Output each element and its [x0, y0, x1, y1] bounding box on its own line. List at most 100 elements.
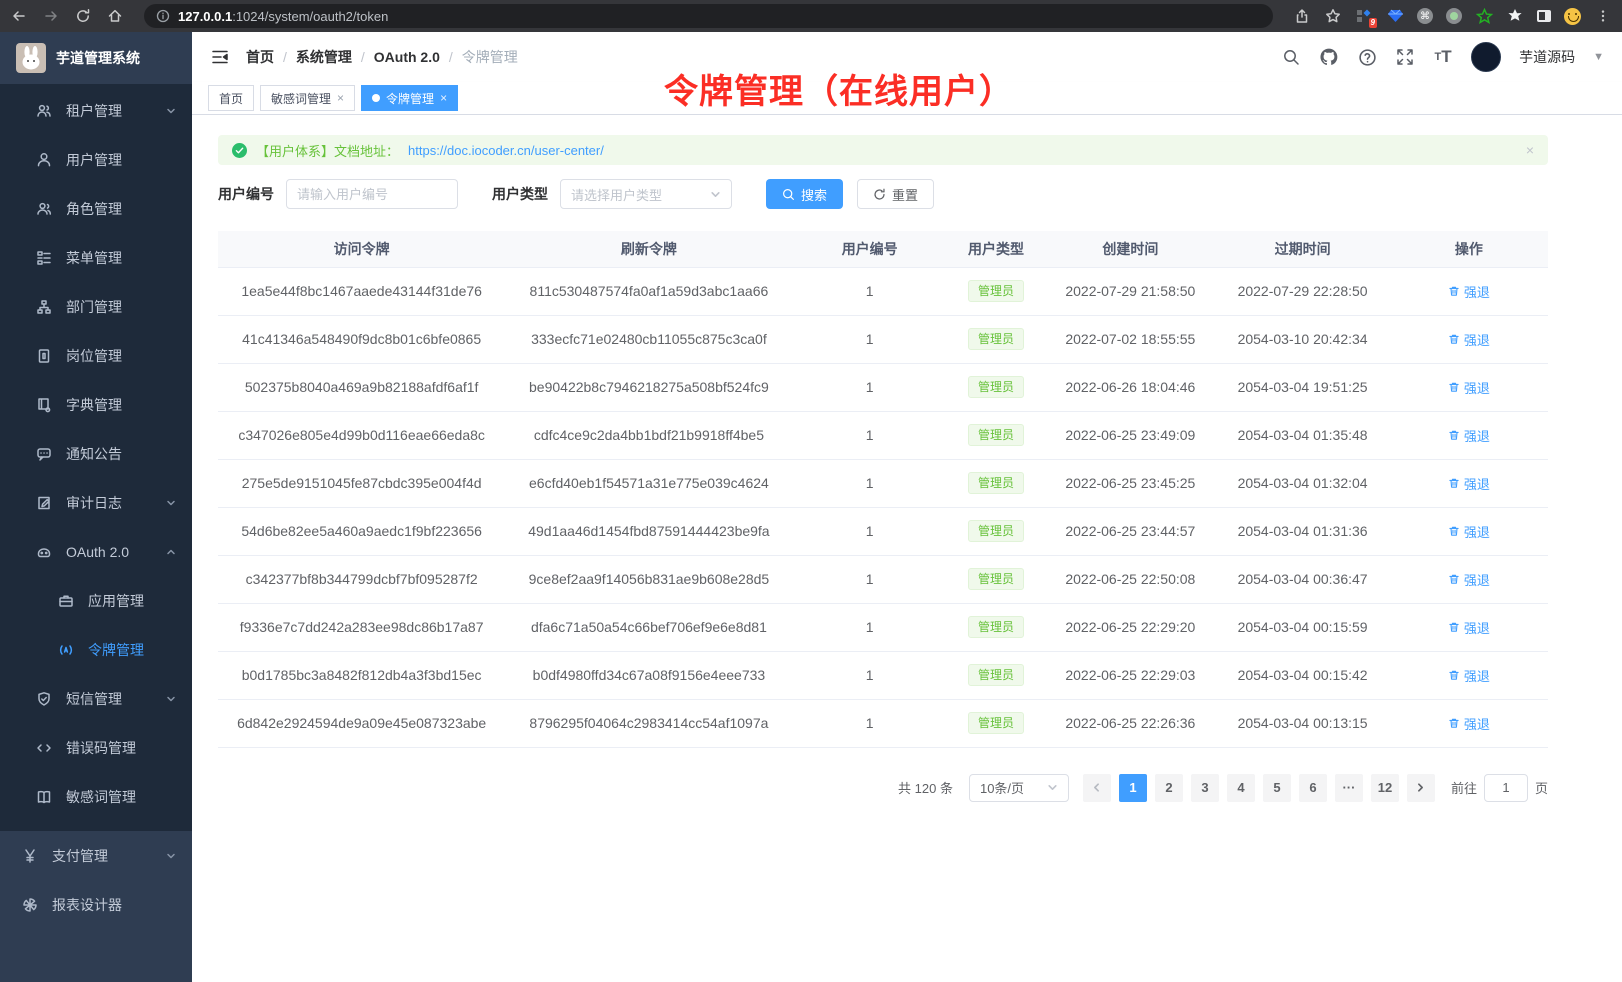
browser-home-icon[interactable] — [106, 7, 124, 25]
org-chart-icon — [37, 299, 51, 314]
table-row: 41c41346a548490f9dc8b01c6bfe0865 333ecfc7… — [218, 315, 1548, 364]
sidebar-item-menu[interactable]: 菜单管理 — [0, 233, 192, 282]
force-logout-button[interactable]: 强退 — [1448, 570, 1490, 589]
app-logo[interactable]: 芋道管理系统 — [0, 32, 192, 84]
sidebar-item-sms[interactable]: 短信管理 — [0, 674, 192, 723]
total-count: 共 120 条 — [898, 781, 953, 796]
doc-link[interactable]: https://doc.iocoder.cn/user-center/ — [408, 142, 604, 158]
force-logout-button[interactable]: 强退 — [1448, 282, 1490, 301]
force-logout-button[interactable]: 强退 — [1448, 426, 1490, 445]
col-expires: 过期时间 — [1215, 231, 1390, 268]
goto-page-input[interactable] — [1483, 773, 1528, 802]
extension-command-icon[interactable]: ⌘ — [1417, 8, 1433, 24]
github-icon[interactable] — [1319, 47, 1339, 67]
pinwheel-icon — [23, 897, 37, 912]
extension-tabs-icon[interactable]: 9 — [1355, 7, 1377, 28]
pagination: 共 120 条 10条/页 1 2 3 4 5 6 ··· 12 — [218, 773, 1548, 802]
user-id-input[interactable] — [286, 179, 458, 209]
chevron-down-icon — [167, 696, 175, 701]
close-tab-icon[interactable]: × — [440, 91, 448, 105]
collapse-sidebar-icon[interactable] — [210, 47, 230, 67]
search-button[interactable]: 搜索 — [766, 179, 844, 209]
page-size-select[interactable]: 10条/页 — [968, 773, 1069, 802]
address-bar[interactable]: 127.0.0.1:1024/system/oauth2/token — [144, 4, 1273, 28]
sidebar-item-role[interactable]: 角色管理 — [0, 184, 192, 233]
sidebar-item-oauth2[interactable]: OAuth 2.0 — [0, 527, 192, 576]
next-page-button[interactable] — [1406, 773, 1435, 802]
reset-button[interactable]: 重置 — [857, 179, 935, 209]
search-icon[interactable] — [1281, 47, 1301, 67]
sidebar-item-dept[interactable]: 部门管理 — [0, 282, 192, 331]
sidebar-item-report-designer[interactable]: 报表设计器 — [0, 880, 192, 929]
sidebar-item-errorcode[interactable]: 错误码管理 — [0, 723, 192, 772]
force-logout-button[interactable]: 强退 — [1448, 378, 1490, 397]
more-pages-button[interactable]: ··· — [1334, 773, 1363, 802]
help-icon[interactable] — [1357, 47, 1377, 67]
page-button[interactable]: 6 — [1298, 773, 1327, 802]
dictionary-icon — [38, 397, 51, 412]
sidebar-item-dict[interactable]: 字典管理 — [0, 380, 192, 429]
open-book-icon — [37, 790, 51, 803]
page-button[interactable]: 5 — [1262, 773, 1291, 802]
user-type-badge: 管理员 — [968, 616, 1025, 638]
sidebar-item-oauth2-app[interactable]: 应用管理 — [0, 576, 192, 625]
page-button[interactable]: 1 — [1118, 773, 1147, 802]
extension-record-icon[interactable] — [1446, 8, 1462, 24]
share-icon[interactable] — [1293, 7, 1311, 25]
sidebar-item-audit[interactable]: 审计日志 — [0, 478, 192, 527]
sidebar-item-notice[interactable]: 通知公告 — [0, 429, 192, 478]
browser-reload-icon[interactable] — [74, 7, 92, 25]
tab-sensitive-word[interactable]: 敏感词管理 × — [260, 85, 356, 111]
force-logout-button[interactable]: 强退 — [1448, 714, 1490, 733]
sidebar-item-pay[interactable]: 支付管理 — [0, 831, 192, 880]
breadcrumb-system[interactable]: 系统管理 — [295, 49, 352, 65]
user-id-label: 用户编号 — [218, 186, 274, 202]
sidebar-item-user[interactable]: 用户管理 — [0, 135, 192, 184]
prev-page-button[interactable] — [1082, 773, 1111, 802]
page-button[interactable]: 4 — [1226, 773, 1255, 802]
extension-sidepanel-icon[interactable] — [1537, 10, 1551, 22]
user-name[interactable]: 芋道源码 — [1519, 49, 1576, 65]
extension-gem-icon[interactable] — [1386, 7, 1404, 25]
page-button[interactable]: 2 — [1154, 773, 1183, 802]
browser-menu-icon[interactable] — [1594, 7, 1612, 25]
force-logout-button[interactable]: 强退 — [1448, 618, 1490, 637]
user-menu-caret-icon[interactable]: ▼ — [1593, 51, 1604, 63]
force-logout-button[interactable]: 强退 — [1448, 666, 1490, 685]
user-avatar[interactable] — [1471, 42, 1502, 72]
page-content: 【用户体系】文档地址： https://doc.iocoder.cn/user-… — [192, 115, 1622, 982]
active-tab-dot — [372, 94, 381, 102]
page-button[interactable]: 3 — [1190, 773, 1219, 802]
breadcrumb-home[interactable]: 首页 — [246, 49, 274, 65]
tags-view-bar: 首页 敏感词管理 × 令牌管理 × — [192, 82, 1622, 115]
code-icon — [37, 743, 51, 752]
users-icon — [37, 104, 51, 117]
sidebar-item-oauth2-token[interactable]: 令牌管理 — [0, 625, 192, 674]
fullscreen-icon[interactable] — [1395, 47, 1415, 67]
tab-token[interactable]: 令牌管理 × — [361, 85, 459, 111]
force-logout-button[interactable]: 强退 — [1448, 522, 1490, 541]
close-tab-icon[interactable]: × — [337, 91, 345, 105]
bookmark-star-icon[interactable] — [1324, 7, 1342, 25]
tab-home[interactable]: 首页 — [208, 85, 255, 111]
role-icon — [37, 202, 52, 215]
site-info-icon[interactable] — [156, 9, 170, 23]
extension-pinwheel-icon[interactable] — [1506, 7, 1524, 25]
page-button[interactable]: 12 — [1370, 773, 1399, 802]
sidebar-item-tenant[interactable]: 租户管理 — [0, 86, 192, 135]
shield-check-icon — [38, 691, 50, 706]
force-logout-button[interactable]: 强退 — [1448, 474, 1490, 493]
user-type-select[interactable]: 请选择用户类型 — [560, 179, 732, 209]
profile-avatar-icon[interactable] — [1564, 7, 1581, 25]
sidebar-item-post[interactable]: 岗位管理 — [0, 331, 192, 380]
sidebar-item-sensitive-word[interactable]: 敏感词管理 — [0, 772, 192, 821]
extension-green-star-icon[interactable] — [1475, 7, 1493, 25]
alert-close-icon[interactable]: × — [1525, 142, 1534, 158]
force-logout-button[interactable]: 强退 — [1448, 330, 1490, 349]
breadcrumb-oauth2[interactable]: OAuth 2.0 — [373, 49, 440, 65]
browser-back-icon[interactable] — [10, 7, 28, 25]
browser-forward-icon[interactable] — [42, 7, 60, 25]
doc-alert: 【用户体系】文档地址： https://doc.iocoder.cn/user-… — [218, 135, 1548, 165]
